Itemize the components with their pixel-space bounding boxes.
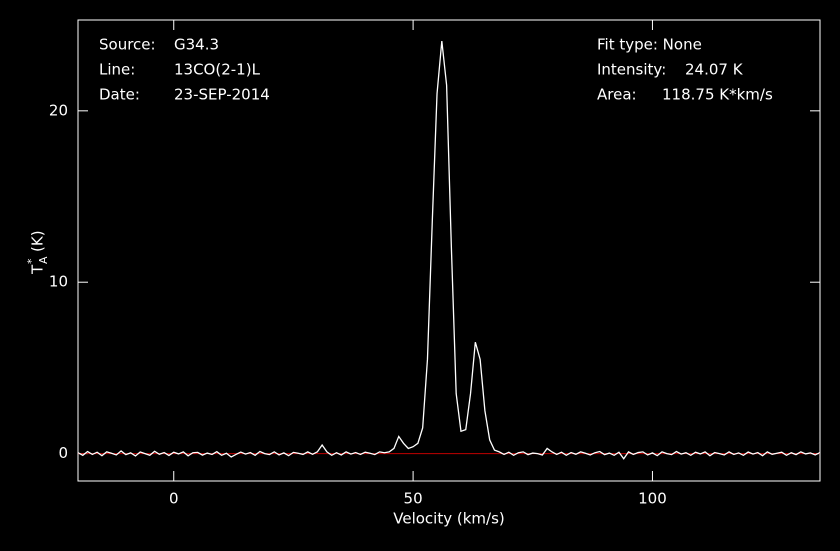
y-label-sub: A [37,256,50,264]
annotation: Intensity: [597,61,666,79]
y-label-unit: (K) [29,230,47,252]
annotation: Fit type: None [597,36,702,54]
y-tick-label: 20 [49,101,68,119]
x-axis-label: Velocity (km/s) [393,510,504,528]
spectrum-line [77,41,821,460]
y-tick-label: 0 [58,444,68,462]
annotation: Date: [99,86,140,104]
x-tick-label: 100 [638,490,667,508]
y-tick-label: 10 [49,273,68,291]
plot-frame [77,19,821,482]
annotation: G34.3 [174,36,219,54]
x-tick-label: 50 [404,490,423,508]
annotation: Area: [597,86,637,104]
y-label-main: T [29,264,47,275]
annotation: 13CO(2-1)L [174,61,261,79]
y-label-sup: * [25,258,38,264]
annotation: Line: [99,61,135,79]
annotation: 118.75 K*km/s [662,86,773,104]
annotation: 24.07 K [685,61,744,79]
y-axis-label: T * A (K) [25,230,50,275]
x-tick-label: 0 [169,490,179,508]
annotation: Source: [99,36,156,54]
annotation: 23-SEP-2014 [174,86,270,104]
